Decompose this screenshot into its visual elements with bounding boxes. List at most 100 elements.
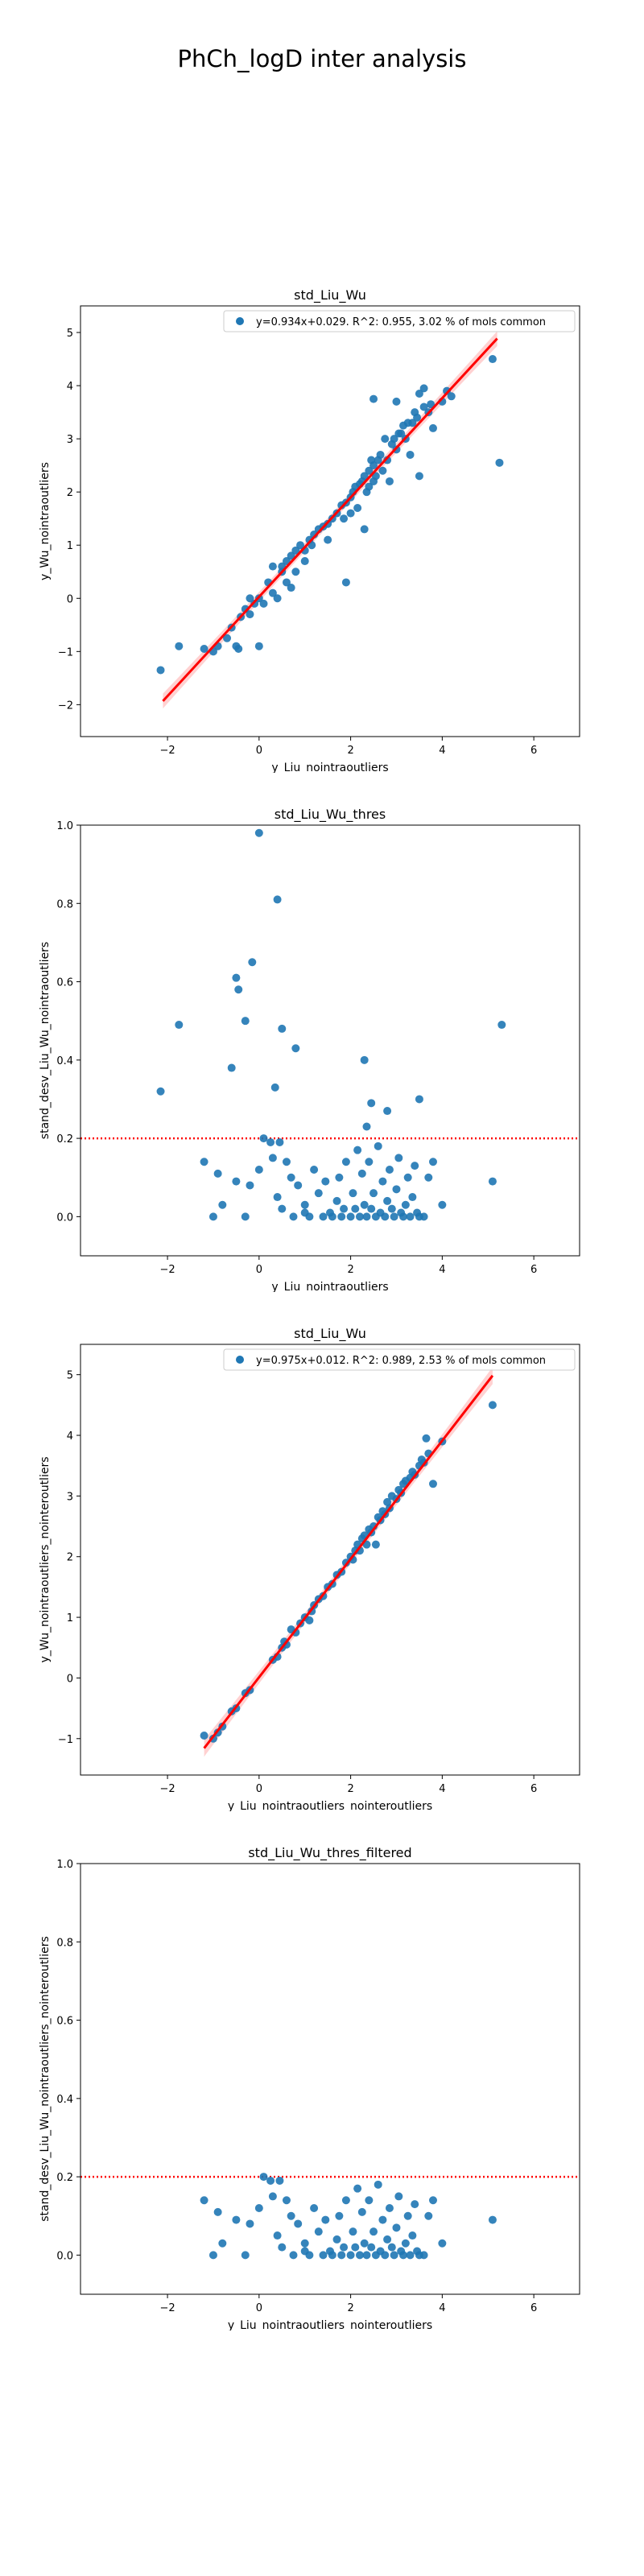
x-tick-label: 2 (347, 1783, 353, 1795)
data-point (232, 2215, 241, 2224)
data-point (175, 1021, 184, 1030)
data-point (300, 557, 309, 566)
data-point (385, 2204, 394, 2212)
data-point (424, 1173, 433, 1182)
data-point (376, 450, 385, 459)
data-point (408, 419, 417, 427)
data-point (282, 2196, 291, 2205)
data-point (346, 2251, 355, 2260)
y-tick-label: 0.2 (56, 1133, 73, 1146)
plot-frame (80, 824, 580, 1257)
data-point (390, 1212, 398, 1221)
data-point (365, 2196, 374, 2205)
data-point (296, 541, 305, 550)
data-point (223, 634, 232, 642)
data-point (278, 2243, 287, 2252)
chart-panel-1: std_Liu_Wu −2 0 2 4 6 −2 −1 0 1 2 3 4 5 y_Liu_nointrao… (0, 282, 644, 773)
data-point (497, 1021, 506, 1030)
data-point (365, 1158, 374, 1166)
chart-panel-3: std_Liu_Wu −2 0 2 4 6 −1 0 1 2 3 4 5 y_Liu_nointraout… (0, 1320, 644, 1811)
data-point (353, 503, 362, 512)
data-point (392, 1185, 401, 1194)
data-point (383, 1196, 392, 1205)
data-point (266, 2176, 275, 2185)
y-tick-label: 0 (67, 1673, 73, 1685)
data-point (321, 1177, 330, 1186)
data-point (340, 2243, 349, 2252)
data-point (428, 1480, 437, 1488)
data-point (378, 466, 387, 475)
regression-line (203, 1374, 494, 1749)
data-point (289, 1212, 298, 1221)
data-point (270, 1083, 279, 1092)
data-point (387, 1204, 396, 1213)
data-point (355, 1212, 364, 1221)
data-point (273, 2231, 282, 2240)
data-point (369, 394, 378, 403)
x-tick-label: 2 (347, 1264, 353, 1276)
data-point (369, 1189, 378, 1198)
threshold-chart-1: std_Liu_Wu_thres −2 0 2 4 6 0.0 0.2 0.4 0.6 0.8 1.0… (39, 807, 580, 1292)
chart-panel-4: std_Liu_Wu_thres_filtered −2 0 2 4 6 0.0 0.2 0.4… (0, 1839, 644, 2330)
data-point (406, 1212, 415, 1221)
data-point (246, 610, 254, 619)
y-tick-label: −2 (58, 700, 73, 712)
data-point (353, 1146, 362, 1154)
data-point (321, 2215, 330, 2224)
data-point (399, 1212, 408, 1221)
data-point (365, 482, 374, 491)
data-point (392, 397, 401, 406)
data-point (360, 472, 369, 481)
x-axis-label: y_Liu_nointraoutliers (271, 1281, 388, 1292)
chart-title: std_Liu_Wu (294, 287, 366, 303)
chart-title: std_Liu_Wu_thres (275, 807, 386, 823)
y-axis-label: stand_desv_Liu_Wu_nointraoutliers (39, 942, 52, 1139)
data-point (397, 429, 406, 438)
data-point (488, 1401, 497, 1410)
data-point (447, 392, 456, 401)
scatter-chart-2: std_Liu_Wu −2 0 2 4 6 −1 0 1 2 3 4 5 y_Liu_nointraout… (39, 1326, 580, 1811)
data-point (305, 2251, 314, 2260)
plot-frame (80, 1344, 580, 1776)
x-tick-label: −2 (159, 2302, 175, 2314)
data-point (319, 1212, 328, 1221)
y-tick-label: 3 (67, 1491, 73, 1503)
data-point (314, 1189, 323, 1198)
y-tick-label: 4 (67, 1430, 73, 1443)
data-point (438, 1200, 447, 1209)
data-point (234, 645, 243, 654)
data-point (300, 1200, 309, 1209)
x-tick-label: 6 (530, 1264, 537, 1276)
x-tick-label: 4 (439, 1783, 445, 1795)
data-point (324, 535, 332, 544)
data-point (305, 1616, 314, 1624)
data-point (291, 546, 300, 555)
data-point (488, 1177, 497, 1186)
data-point (275, 2176, 284, 2185)
data-point (353, 2184, 362, 2193)
data-point (422, 1434, 431, 1443)
x-tick-label: 6 (530, 1783, 537, 1795)
y-tick-label: 1 (67, 540, 73, 552)
data-point (246, 2219, 254, 2228)
data-point (360, 1055, 369, 1064)
data-point (419, 1212, 428, 1221)
y-tick-label: 4 (67, 381, 73, 393)
data-point (273, 1193, 282, 1202)
data-point (383, 456, 392, 464)
y-tick-label: 2 (67, 1552, 73, 1564)
data-point (360, 1200, 369, 1209)
data-point (241, 1212, 250, 1221)
data-point (394, 2192, 403, 2201)
data-point (424, 2211, 433, 2220)
data-point (438, 2239, 447, 2248)
x-tick-label: 0 (256, 1783, 262, 1795)
data-point (419, 384, 428, 393)
data-point (273, 895, 282, 904)
data-point (175, 642, 184, 650)
data-point (403, 2211, 412, 2220)
y-tick-label: 1.0 (56, 820, 73, 832)
data-point (337, 1212, 346, 1221)
data-point (362, 1122, 371, 1131)
data-point (362, 1212, 371, 1221)
